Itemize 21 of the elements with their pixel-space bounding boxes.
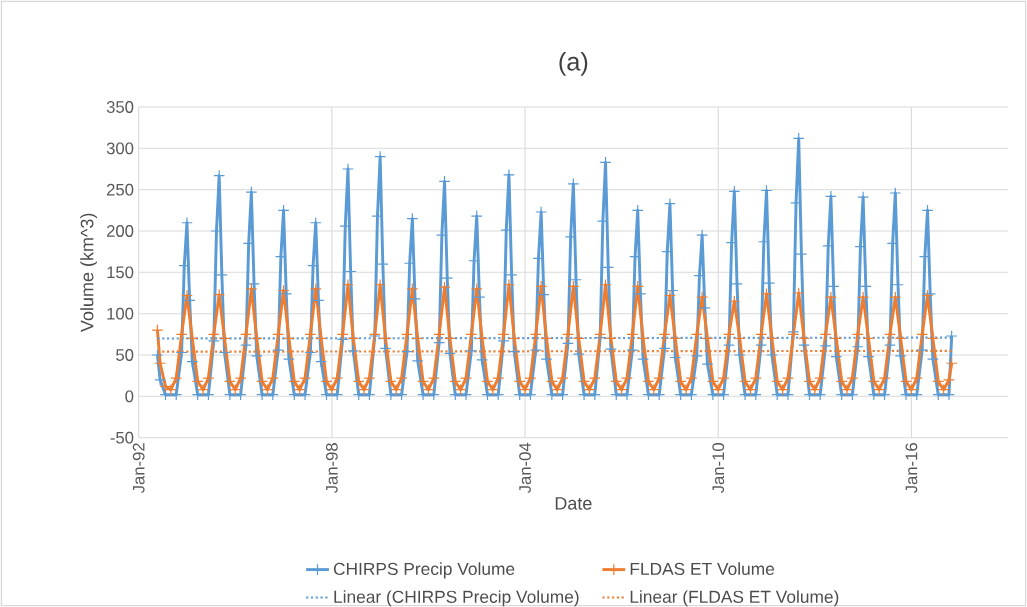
y-tick-label: 0: [125, 390, 134, 403]
legend-label: CHIRPS Precip Volume: [333, 562, 515, 579]
x-tick-label: Jan-16: [905, 443, 918, 494]
x-tick-label: Jan-04: [519, 442, 531, 494]
y-tick-label: 50: [116, 349, 134, 361]
x-tick-label: Jan-92: [132, 443, 145, 494]
y-tick-label: -50: [110, 431, 134, 444]
legend-label: Linear (CHIRPS Precip Volume): [334, 590, 579, 607]
x-tick-label: Jan-10: [712, 443, 725, 494]
x-tick-label: Jan-98: [325, 443, 338, 494]
x-axis-title: Date: [555, 497, 592, 510]
y-tick-label: 300: [106, 142, 134, 155]
y-axis-title: Volume (km^3): [80, 213, 97, 332]
y-tick-label: 200: [106, 225, 134, 237]
legend-label: Linear (FLDAS ET Volume): [630, 590, 839, 607]
y-tick-label: 250: [106, 183, 134, 196]
legend-label: FLDAS ET Volume: [630, 562, 775, 576]
y-tick-label: 150: [107, 266, 134, 279]
y-tick-label: 350: [106, 101, 134, 113]
y-tick-label: 100: [107, 307, 134, 320]
chart-title: (a): [559, 52, 588, 76]
